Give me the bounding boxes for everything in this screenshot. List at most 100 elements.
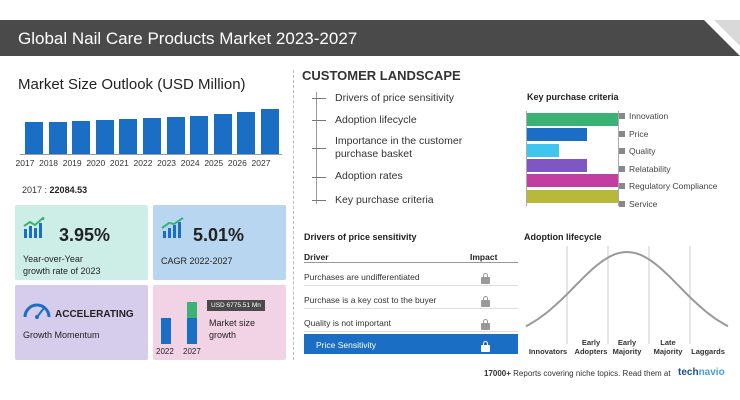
growth-bar-2027-increment [187,302,197,318]
market-size-bar [143,118,161,154]
year-tick-label: 2023 [157,158,177,168]
footer: 17000+ Reports covering niche topics. Re… [0,365,740,385]
growth-label-1: Market size [209,318,256,328]
kpc-legend-label: Relatability [629,163,671,174]
market-size-bar [95,120,114,154]
landscape-tick [312,148,326,149]
lock-icon [481,319,490,330]
year-tick-label: 2018 [39,158,59,168]
kpc-legend-item: Quality [619,146,655,156]
adoption-stage-label: Early Majority [612,338,642,356]
page-title: Global Nail Care Products Market 2023-20… [18,29,358,48]
adoption-stage-label: Innovators [528,347,568,356]
kpc-legend-item: Relatability [619,163,671,174]
technavio-logo[interactable]: technavio [678,367,725,378]
legend-swatch [619,183,625,190]
growth-year-start: 2022 [156,347,174,356]
market-size-bar [213,113,232,154]
growth-chart-icon [23,217,45,238]
kpc-legend-item: Regulatory Compliance [619,181,718,192]
legend-swatch [619,148,625,155]
legend-swatch [619,165,625,172]
kpc-bar [527,143,559,157]
growth-bar-2022 [161,318,171,344]
table-header-line [304,262,518,263]
kpc-legend-label: Innovation [629,111,669,121]
lock-icon [481,296,490,307]
year-tick-label: 2025 [204,158,224,168]
landscape-item[interactable]: Adoption lifecycle [335,114,417,126]
landscape-tick [312,177,326,178]
kpc-frame [526,111,619,206]
year-tick-label: 2021 [109,158,129,168]
yoy-card: 3.95% Year-over-Year growth rate of 2023 [15,205,148,280]
growth-label-2: growth [209,330,237,340]
driver-label: Purchase is a key cost to the buyer [304,295,437,305]
market-size-bar [72,120,91,154]
cagr-label: CAGR 2022-2027 [161,256,233,266]
cagr-value: 5.01% [193,225,245,245]
footer-text: 17000+ Reports covering niche topics. Re… [484,369,671,378]
customer-landscape-heading: CUSTOMER LANDSCAPE [302,68,461,83]
landscape-tick [312,98,326,99]
year-tick-label: 2024 [180,158,200,168]
year-tick-label: 2026 [227,158,247,168]
year-tick-label: 2017 [15,158,35,168]
market-size-heading: Market Size Outlook (USD Million) [18,76,246,93]
year-tick-label: 2020 [86,158,106,168]
footer-message: Reports covering niche topics. Read them… [513,369,671,378]
driver-label: Quality is not important [304,318,391,328]
table-row[interactable]: Quality is not important [304,312,518,332]
adoption-stage-label: Late Majority [653,338,683,356]
kpc-legend-label: Price [629,128,649,139]
year-tick-label: 2019 [62,158,82,168]
kpc-legend-label: Regulatory Compliance [629,181,718,192]
momentum-value: ACCELERATING [55,309,134,320]
report-count: 17000+ [484,369,511,378]
kpc-bar [527,113,618,126]
driver-label: Purchases are undifferentiated [304,272,420,282]
brand-part-b: navio [698,367,725,378]
title-bar: Global Nail Care Products Market 2023-20… [0,20,740,56]
kpc-legend-label: Service [629,199,658,209]
adoption-curve [525,250,729,328]
legend-swatch [619,113,625,119]
market-size-bar [166,117,185,154]
market-size-bar [190,115,209,154]
impact-col-header: Impact [470,252,498,262]
brand-part-a: tech [678,367,699,378]
year-tick-label: 2022 [133,158,153,168]
lock-icon [481,341,490,352]
yoy-label-2: growth rate of 2023 [23,266,101,276]
base-year-value: 2017 : 22084.53 [22,185,87,195]
title-corner-accent [714,20,740,46]
drivers-title: Drivers of price sensitivity [304,232,417,242]
landscape-item[interactable]: Drivers of price sensitivity [335,92,455,104]
market-size-bar [119,119,138,154]
landscape-item[interactable]: Adoption rates [335,170,403,182]
table-row[interactable]: Purchase is a key cost to the buyer [304,289,518,309]
kpc-legend-item: Price [619,128,649,139]
base-year-number: 22084.53 [49,185,88,195]
year-tick-label: 2027 [251,158,271,168]
yoy-value: 3.95% [59,225,111,245]
legend-swatch [619,130,625,137]
landscape-item[interactable]: Importance in the customer purchase bask… [335,135,463,160]
market-size-bar-chart [22,104,282,154]
market-size-bar [261,109,279,154]
adoption-stage-label: Early Adopters [574,338,608,356]
price-sensitivity-row[interactable]: Price Sensitivity [304,334,518,354]
landscape-tick [312,120,326,121]
yoy-label-1: Year-over-Year [23,254,83,264]
landscape-item[interactable]: Key purchase criteria [335,194,434,206]
market-size-bar [48,121,67,154]
trend-chart-icon [161,217,184,238]
table-row[interactable]: Purchases are undifferentiated [304,266,518,286]
kpc-bar [527,158,588,172]
market-size-bar [25,122,43,154]
momentum-label: Growth Momentum [23,330,100,340]
kpc-bar [527,189,618,203]
base-year-label: 2017 : [22,185,48,195]
adoption-curve-chart [525,246,729,344]
section-divider [293,70,294,360]
